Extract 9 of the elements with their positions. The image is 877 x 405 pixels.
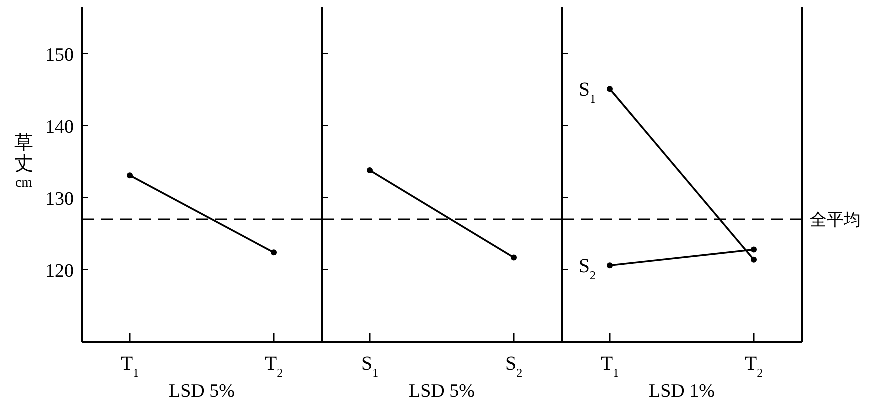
xlabel: LSD 5%: [409, 381, 475, 402]
ref-line-label: 全平均: [810, 210, 861, 231]
ylabel: 草丈 cm: [14, 133, 34, 192]
point: [751, 246, 757, 253]
point: [607, 86, 613, 92]
xlabel: LSD 5%: [169, 381, 235, 402]
xlabel: LSD 1%: [649, 381, 715, 402]
point: [607, 262, 613, 269]
point: [751, 256, 757, 263]
